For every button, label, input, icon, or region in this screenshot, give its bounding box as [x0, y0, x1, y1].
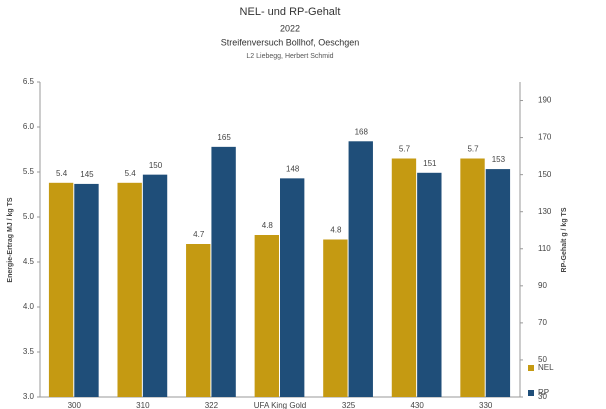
- y2-tick-label: 30: [538, 392, 547, 401]
- chart-subtitle: L2 Liebegg, Herbert Schmid: [246, 53, 333, 60]
- bar: [485, 169, 511, 397]
- chart-subtitle: 2022: [280, 23, 300, 33]
- bar: [280, 178, 305, 397]
- y-tick-label: 6.0: [23, 122, 35, 131]
- data-label: 168: [355, 127, 369, 136]
- legend-swatch: [528, 390, 534, 396]
- x-tick-label: UFA King Gold: [254, 401, 306, 409]
- y2-axis-label: RP-Gehalt g / kg TS: [561, 207, 568, 272]
- bar: [211, 146, 236, 397]
- bar: [117, 182, 142, 397]
- y-tick-label: 3.5: [23, 347, 35, 356]
- data-label: 4.7: [193, 230, 205, 239]
- data-label: 153: [492, 155, 506, 164]
- data-label: 165: [217, 133, 231, 142]
- bar: [142, 174, 168, 397]
- data-label: 150: [149, 161, 163, 170]
- bar: [391, 158, 417, 397]
- y-tick-label: 5.0: [23, 212, 35, 221]
- data-label: 4.8: [330, 226, 342, 235]
- bar: [323, 239, 348, 397]
- legend-label: RP: [538, 388, 549, 397]
- y2-tick-label: 150: [538, 170, 552, 179]
- bar: [186, 244, 211, 397]
- bar: [74, 183, 99, 397]
- bar: [254, 235, 279, 397]
- y2-tick-label: 110: [538, 244, 551, 253]
- x-tick-label: 322: [205, 401, 219, 409]
- x-tick-label: 310: [136, 401, 150, 409]
- y-tick-label: 5.5: [23, 167, 35, 176]
- y-tick-label: 6.5: [23, 77, 35, 86]
- x-tick-label: 330: [479, 401, 493, 409]
- x-tick-label: 300: [68, 401, 82, 409]
- data-label: 5.7: [467, 145, 479, 154]
- bar: [348, 141, 373, 397]
- chart-subtitle: Streifenversuch Bollhof, Oeschgen: [221, 37, 360, 47]
- data-label: 5.4: [56, 169, 68, 178]
- bar: [417, 172, 442, 397]
- data-label: 148: [286, 164, 300, 173]
- data-label: 5.7: [399, 145, 411, 154]
- y2-tick-label: 50: [538, 355, 547, 364]
- y-axis-label: Energie-Ertrag MJ / kg TS: [7, 197, 14, 283]
- y2-tick-label: 90: [538, 281, 547, 290]
- y2-tick-label: 170: [538, 133, 552, 142]
- x-tick-label: 325: [342, 401, 356, 409]
- data-label: 4.8: [262, 221, 274, 230]
- data-label: 5.4: [125, 169, 137, 178]
- data-label: 151: [423, 159, 437, 168]
- legend-label: NEL: [538, 363, 554, 372]
- x-tick-label: 430: [410, 401, 424, 409]
- chart-title: NEL- und RP-Gehalt: [240, 6, 341, 18]
- data-label: 145: [80, 170, 94, 179]
- y-tick-label: 4.5: [23, 257, 35, 266]
- y2-tick-label: 130: [538, 207, 552, 216]
- y-tick-label: 4.0: [23, 302, 35, 311]
- y2-tick-label: 70: [538, 318, 547, 327]
- y-tick-label: 3.0: [23, 392, 35, 401]
- bar: [460, 158, 485, 397]
- legend-swatch: [528, 365, 534, 371]
- y2-tick-label: 190: [538, 96, 552, 105]
- bar: [48, 182, 74, 397]
